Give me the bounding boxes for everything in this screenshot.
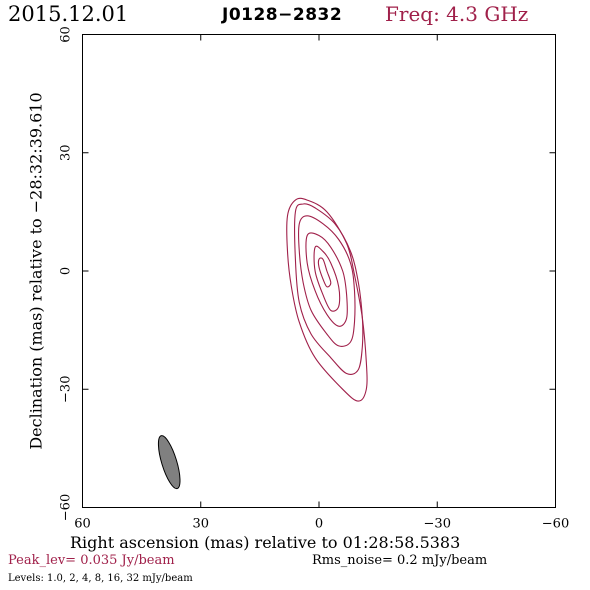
x-tick-label: 30	[192, 517, 209, 532]
contour-line	[317, 257, 332, 288]
axis-ticks	[82, 34, 556, 508]
contour-line	[313, 245, 341, 312]
x-tick-label: −60	[542, 517, 569, 532]
contour-layer	[286, 197, 368, 402]
contour-line	[297, 215, 356, 347]
x-tick-label: 60	[74, 517, 91, 532]
y-axis-label: Declination (mas) relative to −28:32:39.…	[26, 92, 46, 450]
x-tick-label: −30	[424, 517, 451, 532]
y-tick-label: 60	[59, 26, 74, 43]
contour-line	[294, 203, 364, 375]
y-tick-label: 0	[59, 267, 74, 275]
frequency-label: Freq: 4.3 GHz	[385, 2, 529, 26]
contour-levels: Levels: 1.0, 2, 4, 8, 16, 32 mJy/beam	[8, 573, 193, 584]
axis-tick-labels: 60 30 0 −30 −60 −60 −30 0 30 60	[59, 26, 570, 531]
rms-noise: Rms_noise= 0.2 mJy/beam	[312, 553, 488, 568]
y-tick-label: −60	[59, 494, 74, 521]
contour-line	[305, 232, 348, 327]
beam-layer	[157, 435, 181, 490]
observation-date: 2015.12.01	[8, 2, 129, 26]
y-tick-label: −30	[59, 376, 74, 403]
x-axis-label: Right ascension (mas) relative to 01:28:…	[70, 533, 461, 552]
source-name: J0128−2832	[222, 5, 343, 25]
plot-frame	[82, 34, 556, 508]
peak-level: Peak_lev= 0.035 Jy/beam	[8, 553, 175, 568]
beam-ellipse	[157, 435, 181, 490]
y-tick-label: 30	[59, 144, 74, 161]
x-tick-label: 0	[315, 517, 323, 532]
contour-line	[286, 197, 368, 402]
